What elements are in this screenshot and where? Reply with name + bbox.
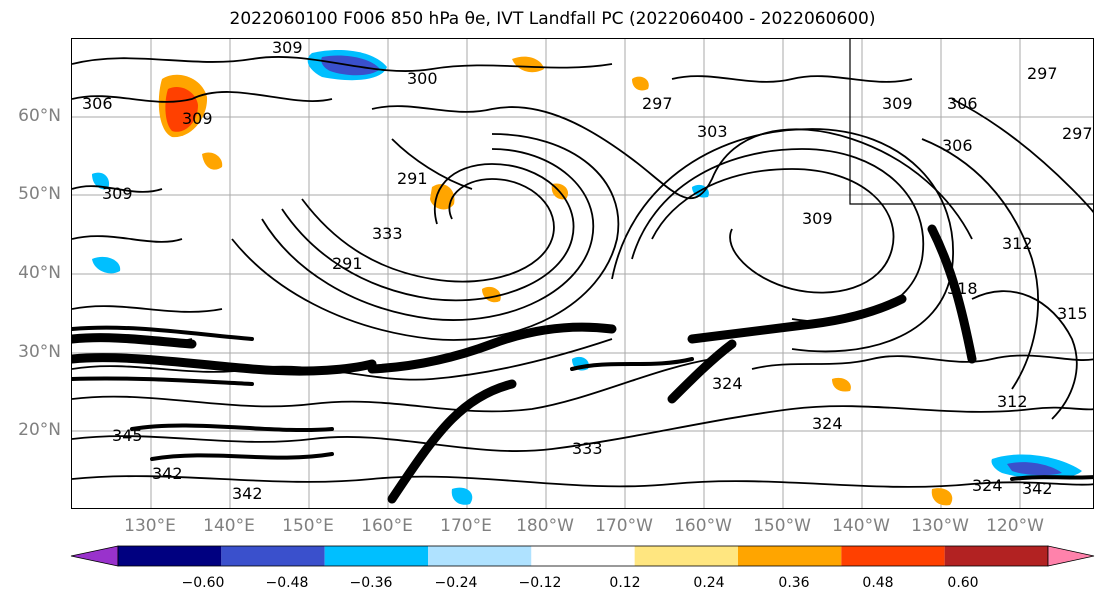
contour-label: 306: [82, 94, 113, 113]
lon-label: 170°W: [595, 516, 653, 536]
contour-label: 312: [1002, 234, 1033, 253]
contour-label: 324: [812, 414, 843, 433]
contour-label: 309: [882, 94, 913, 113]
contour-label: 342: [232, 484, 263, 503]
ivt-bands-thin: [72, 325, 1093, 481]
colorbar-box: [634, 546, 738, 566]
contour-label: 300: [407, 69, 438, 88]
contour-lines: [72, 56, 1093, 488]
contour-label: 318: [947, 279, 978, 298]
contour-label: 303: [697, 122, 728, 141]
lon-label: 180°W: [516, 516, 574, 536]
coastline: [849, 39, 1093, 205]
contour-label: 324: [972, 476, 1003, 495]
contour-label: 324: [712, 374, 743, 393]
colorbar-tick-label: −0.12: [518, 575, 562, 591]
colorbar-tick-label: 0.24: [693, 575, 725, 591]
shading-patches: [92, 49, 1082, 506]
colorbar-box: [221, 546, 325, 566]
lon-label: 130°E: [124, 516, 176, 536]
contour-label: 309: [102, 184, 133, 203]
contour-label: 306: [947, 94, 978, 113]
lat-label: 20°N: [18, 420, 61, 440]
lon-label: 130°W: [911, 516, 969, 536]
colorbar-tick-label: −0.48: [265, 575, 309, 591]
lon-label: 150°W: [753, 516, 811, 536]
graticule: [72, 39, 1093, 508]
contour-label: 342: [1022, 479, 1053, 498]
colorbar-tick-label: −0.24: [434, 575, 478, 591]
lat-label: 40°N: [18, 263, 61, 283]
colorbar-tick-label: 0.48: [862, 575, 894, 591]
map-title: 2022060100 F006 850 hPa θe, IVT Landfall…: [229, 9, 876, 29]
contour-label: 309: [802, 209, 833, 228]
lon-label: 160°W: [674, 516, 732, 536]
colorbar: [70, 545, 1095, 567]
contour-label: 297: [1062, 124, 1093, 143]
lon-label: 140°W: [832, 516, 890, 536]
contour-label: 309: [272, 39, 303, 57]
contour-labels: 309 300 291 297 309 306 306 297 309 291 …: [82, 39, 1093, 503]
contour-label: 342: [152, 464, 183, 483]
lat-label: 30°N: [18, 342, 61, 362]
contour-label: 306: [942, 136, 973, 155]
colorbar-box: [118, 546, 222, 566]
colorbar-extend-low: [70, 545, 119, 567]
contour-label: 297: [642, 94, 673, 113]
lon-label: 170°E: [440, 516, 492, 536]
lon-label: 140°E: [203, 516, 255, 536]
colorbar-tick-label: 0.36: [778, 575, 810, 591]
lat-label: 60°N: [18, 106, 61, 126]
colorbar-box: [738, 546, 842, 566]
contour-label: 312: [997, 392, 1028, 411]
contour-label: 297: [1027, 64, 1058, 83]
colorbar-tick-label: −0.36: [349, 575, 393, 591]
contour-label: 333: [372, 224, 403, 243]
lon-label: 120°W: [986, 516, 1044, 536]
ivt-bands: [72, 224, 977, 504]
contour-label: 345: [112, 426, 143, 445]
contour-label: 291: [332, 254, 363, 273]
colorbar-tick-label: 0.60: [947, 575, 979, 591]
map-panel: 309 300 291 297 309 306 306 297 309 291 …: [71, 38, 1094, 509]
colorbar-extend-high: [1047, 545, 1095, 567]
colorbar-segments: [70, 545, 1095, 567]
theta-e-contour-map: 309 300 291 297 309 306 306 297 309 291 …: [72, 39, 1093, 508]
colorbar-box: [944, 546, 1048, 566]
contour-label: 291: [397, 169, 428, 188]
colorbar-box: [324, 546, 428, 566]
lon-label: 160°E: [361, 516, 413, 536]
colorbar-box: [841, 546, 945, 566]
lat-label: 50°N: [18, 184, 61, 204]
colorbar-box: [428, 546, 532, 566]
colorbar-box: [531, 546, 635, 566]
contour-label: 315: [1057, 304, 1088, 323]
colorbar-tick-label: −0.60: [181, 575, 225, 591]
lon-label: 150°E: [282, 516, 334, 536]
colorbar-tick-label: 0.12: [609, 575, 641, 591]
contour-label: 309: [182, 109, 213, 128]
contour-label: 333: [572, 439, 603, 458]
